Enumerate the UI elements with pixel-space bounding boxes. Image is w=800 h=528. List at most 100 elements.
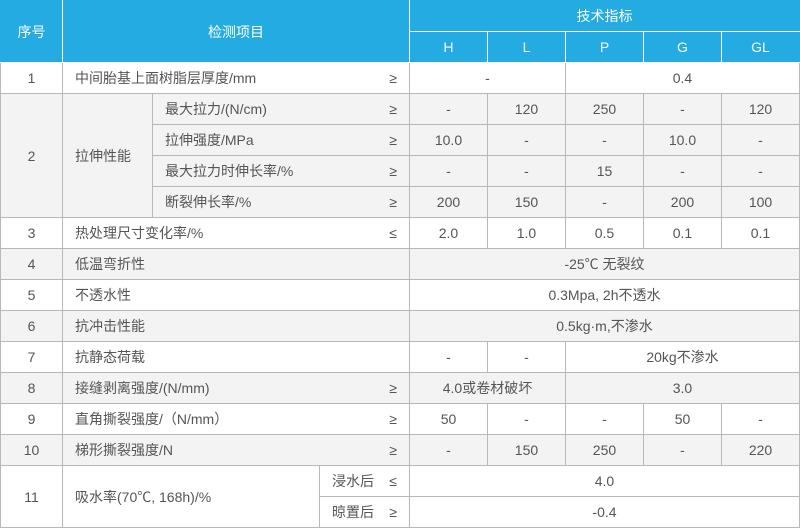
table-row: 10 梯形撕裂强度/N≥ - 150 250 - 220 <box>1 435 800 466</box>
table-row: 2 拉伸性能 最大拉力/(N/cm)≥ - 120 250 - 120 <box>1 94 800 125</box>
seq: 11 <box>1 466 63 528</box>
cell: 200 <box>643 187 721 218</box>
cell: - <box>409 156 487 187</box>
cell: - <box>721 404 799 435</box>
cell: - <box>487 342 565 373</box>
item: 梯形撕裂强度/N≥ <box>63 435 410 466</box>
item: 最大拉力/(N/cm)≥ <box>153 94 410 125</box>
cell: 0.4 <box>565 63 799 94</box>
table-row: 7 抗静态荷载 - - 20kg不渗水 <box>1 342 800 373</box>
cell: - <box>643 435 721 466</box>
table-row: 8 接缝剥离强度/(N/mm)≥ 4.0或卷材破坏 3.0 <box>1 373 800 404</box>
cell: 0.5 <box>565 218 643 249</box>
cell: 3.0 <box>565 373 799 404</box>
cell: - <box>565 187 643 218</box>
cell: 150 <box>487 187 565 218</box>
hdr-GL: GL <box>721 32 799 63</box>
cell: - <box>409 435 487 466</box>
cell: - <box>487 125 565 156</box>
table-row: 11 吸水率(70℃, 168h)/% 浸水后≤ 4.0 <box>1 466 800 497</box>
cell: 250 <box>565 94 643 125</box>
item: 吸水率(70℃, 168h)/% <box>63 466 320 528</box>
hdr-spec: 技术指标 <box>409 1 799 32</box>
item: 直角撕裂强度/（N/mm）≥ <box>63 404 410 435</box>
sub-item: 浸水后≤ <box>319 466 409 497</box>
seq: 2 <box>1 94 63 218</box>
cell: 120 <box>487 94 565 125</box>
cell: 200 <box>409 187 487 218</box>
cell: -25℃ 无裂纹 <box>409 249 799 280</box>
cell: - <box>565 125 643 156</box>
hdr-G: G <box>643 32 721 63</box>
cell: 4.0 <box>409 466 799 497</box>
cell: 50 <box>643 404 721 435</box>
cell: 50 <box>409 404 487 435</box>
cell: - <box>409 342 487 373</box>
cell: - <box>721 125 799 156</box>
table-row: 6 抗冲击性能 0.5kg·m,不渗水 <box>1 311 800 342</box>
item: 不透水性 <box>63 280 410 311</box>
table-row: 5 不透水性 0.3Mpa, 2h不透水 <box>1 280 800 311</box>
cell: 2.0 <box>409 218 487 249</box>
cell: - <box>409 63 565 94</box>
cell: - <box>565 404 643 435</box>
cell: 120 <box>721 94 799 125</box>
group-label: 拉伸性能 <box>63 94 153 218</box>
cell: 10.0 <box>409 125 487 156</box>
cell: 20kg不渗水 <box>565 342 799 373</box>
table-row: 4 低温弯折性 -25℃ 无裂纹 <box>1 249 800 280</box>
cell: 220 <box>721 435 799 466</box>
cell: - <box>643 156 721 187</box>
hdr-item: 检测项目 <box>63 1 410 63</box>
table-row: 9 直角撕裂强度/（N/mm）≥ 50 - - 50 - <box>1 404 800 435</box>
seq: 3 <box>1 218 63 249</box>
hdr-seq: 序号 <box>1 1 63 63</box>
item: 拉伸强度/MPa≥ <box>153 125 410 156</box>
item: 热处理尺寸变化率/%≤ <box>63 218 410 249</box>
hdr-H: H <box>409 32 487 63</box>
cell: - <box>409 94 487 125</box>
seq: 1 <box>1 63 63 94</box>
cell: - <box>643 94 721 125</box>
cell: 0.1 <box>643 218 721 249</box>
cell: -0.4 <box>409 497 799 528</box>
cell: 0.5kg·m,不渗水 <box>409 311 799 342</box>
table-row: 3 热处理尺寸变化率/%≤ 2.0 1.0 0.5 0.1 0.1 <box>1 218 800 249</box>
cell: - <box>487 404 565 435</box>
seq: 7 <box>1 342 63 373</box>
item-label: 中间胎基上面树脂层厚度/mm <box>75 68 256 88</box>
item: 断裂伸长率/%≥ <box>153 187 410 218</box>
spec-table-container: 序号 检测项目 技术指标 H L P G GL 1 中间胎基上面树脂层厚度/mm… <box>0 0 800 528</box>
seq: 9 <box>1 404 63 435</box>
cell: 100 <box>721 187 799 218</box>
seq: 6 <box>1 311 63 342</box>
cell: 4.0或卷材破坏 <box>409 373 565 404</box>
table-row: 1 中间胎基上面树脂层厚度/mm ≥ - 0.4 <box>1 63 800 94</box>
sub-item: 晾置后≥ <box>319 497 409 528</box>
cell: - <box>487 156 565 187</box>
cell: 10.0 <box>643 125 721 156</box>
hdr-L: L <box>487 32 565 63</box>
seq: 4 <box>1 249 63 280</box>
item: 抗冲击性能 <box>63 311 410 342</box>
cell: 0.1 <box>721 218 799 249</box>
spec-table: 序号 检测项目 技术指标 H L P G GL 1 中间胎基上面树脂层厚度/mm… <box>0 0 800 528</box>
seq: 10 <box>1 435 63 466</box>
item: 抗静态荷载 <box>63 342 410 373</box>
seq: 8 <box>1 373 63 404</box>
cell: 15 <box>565 156 643 187</box>
gte-icon: ≥ <box>389 70 403 86</box>
cell: 1.0 <box>487 218 565 249</box>
item: 中间胎基上面树脂层厚度/mm ≥ <box>63 63 410 94</box>
hdr-P: P <box>565 32 643 63</box>
item: 最大拉力时伸长率/%≥ <box>153 156 410 187</box>
seq: 5 <box>1 280 63 311</box>
table-header: 序号 检测项目 技术指标 H L P G GL <box>1 1 800 63</box>
cell: 0.3Mpa, 2h不透水 <box>409 280 799 311</box>
cell: 150 <box>487 435 565 466</box>
item: 接缝剥离强度/(N/mm)≥ <box>63 373 410 404</box>
cell: 250 <box>565 435 643 466</box>
table-body: 1 中间胎基上面树脂层厚度/mm ≥ - 0.4 2 拉伸性能 最大拉力/(N/c… <box>1 63 800 528</box>
cell: - <box>721 156 799 187</box>
item: 低温弯折性 <box>63 249 410 280</box>
